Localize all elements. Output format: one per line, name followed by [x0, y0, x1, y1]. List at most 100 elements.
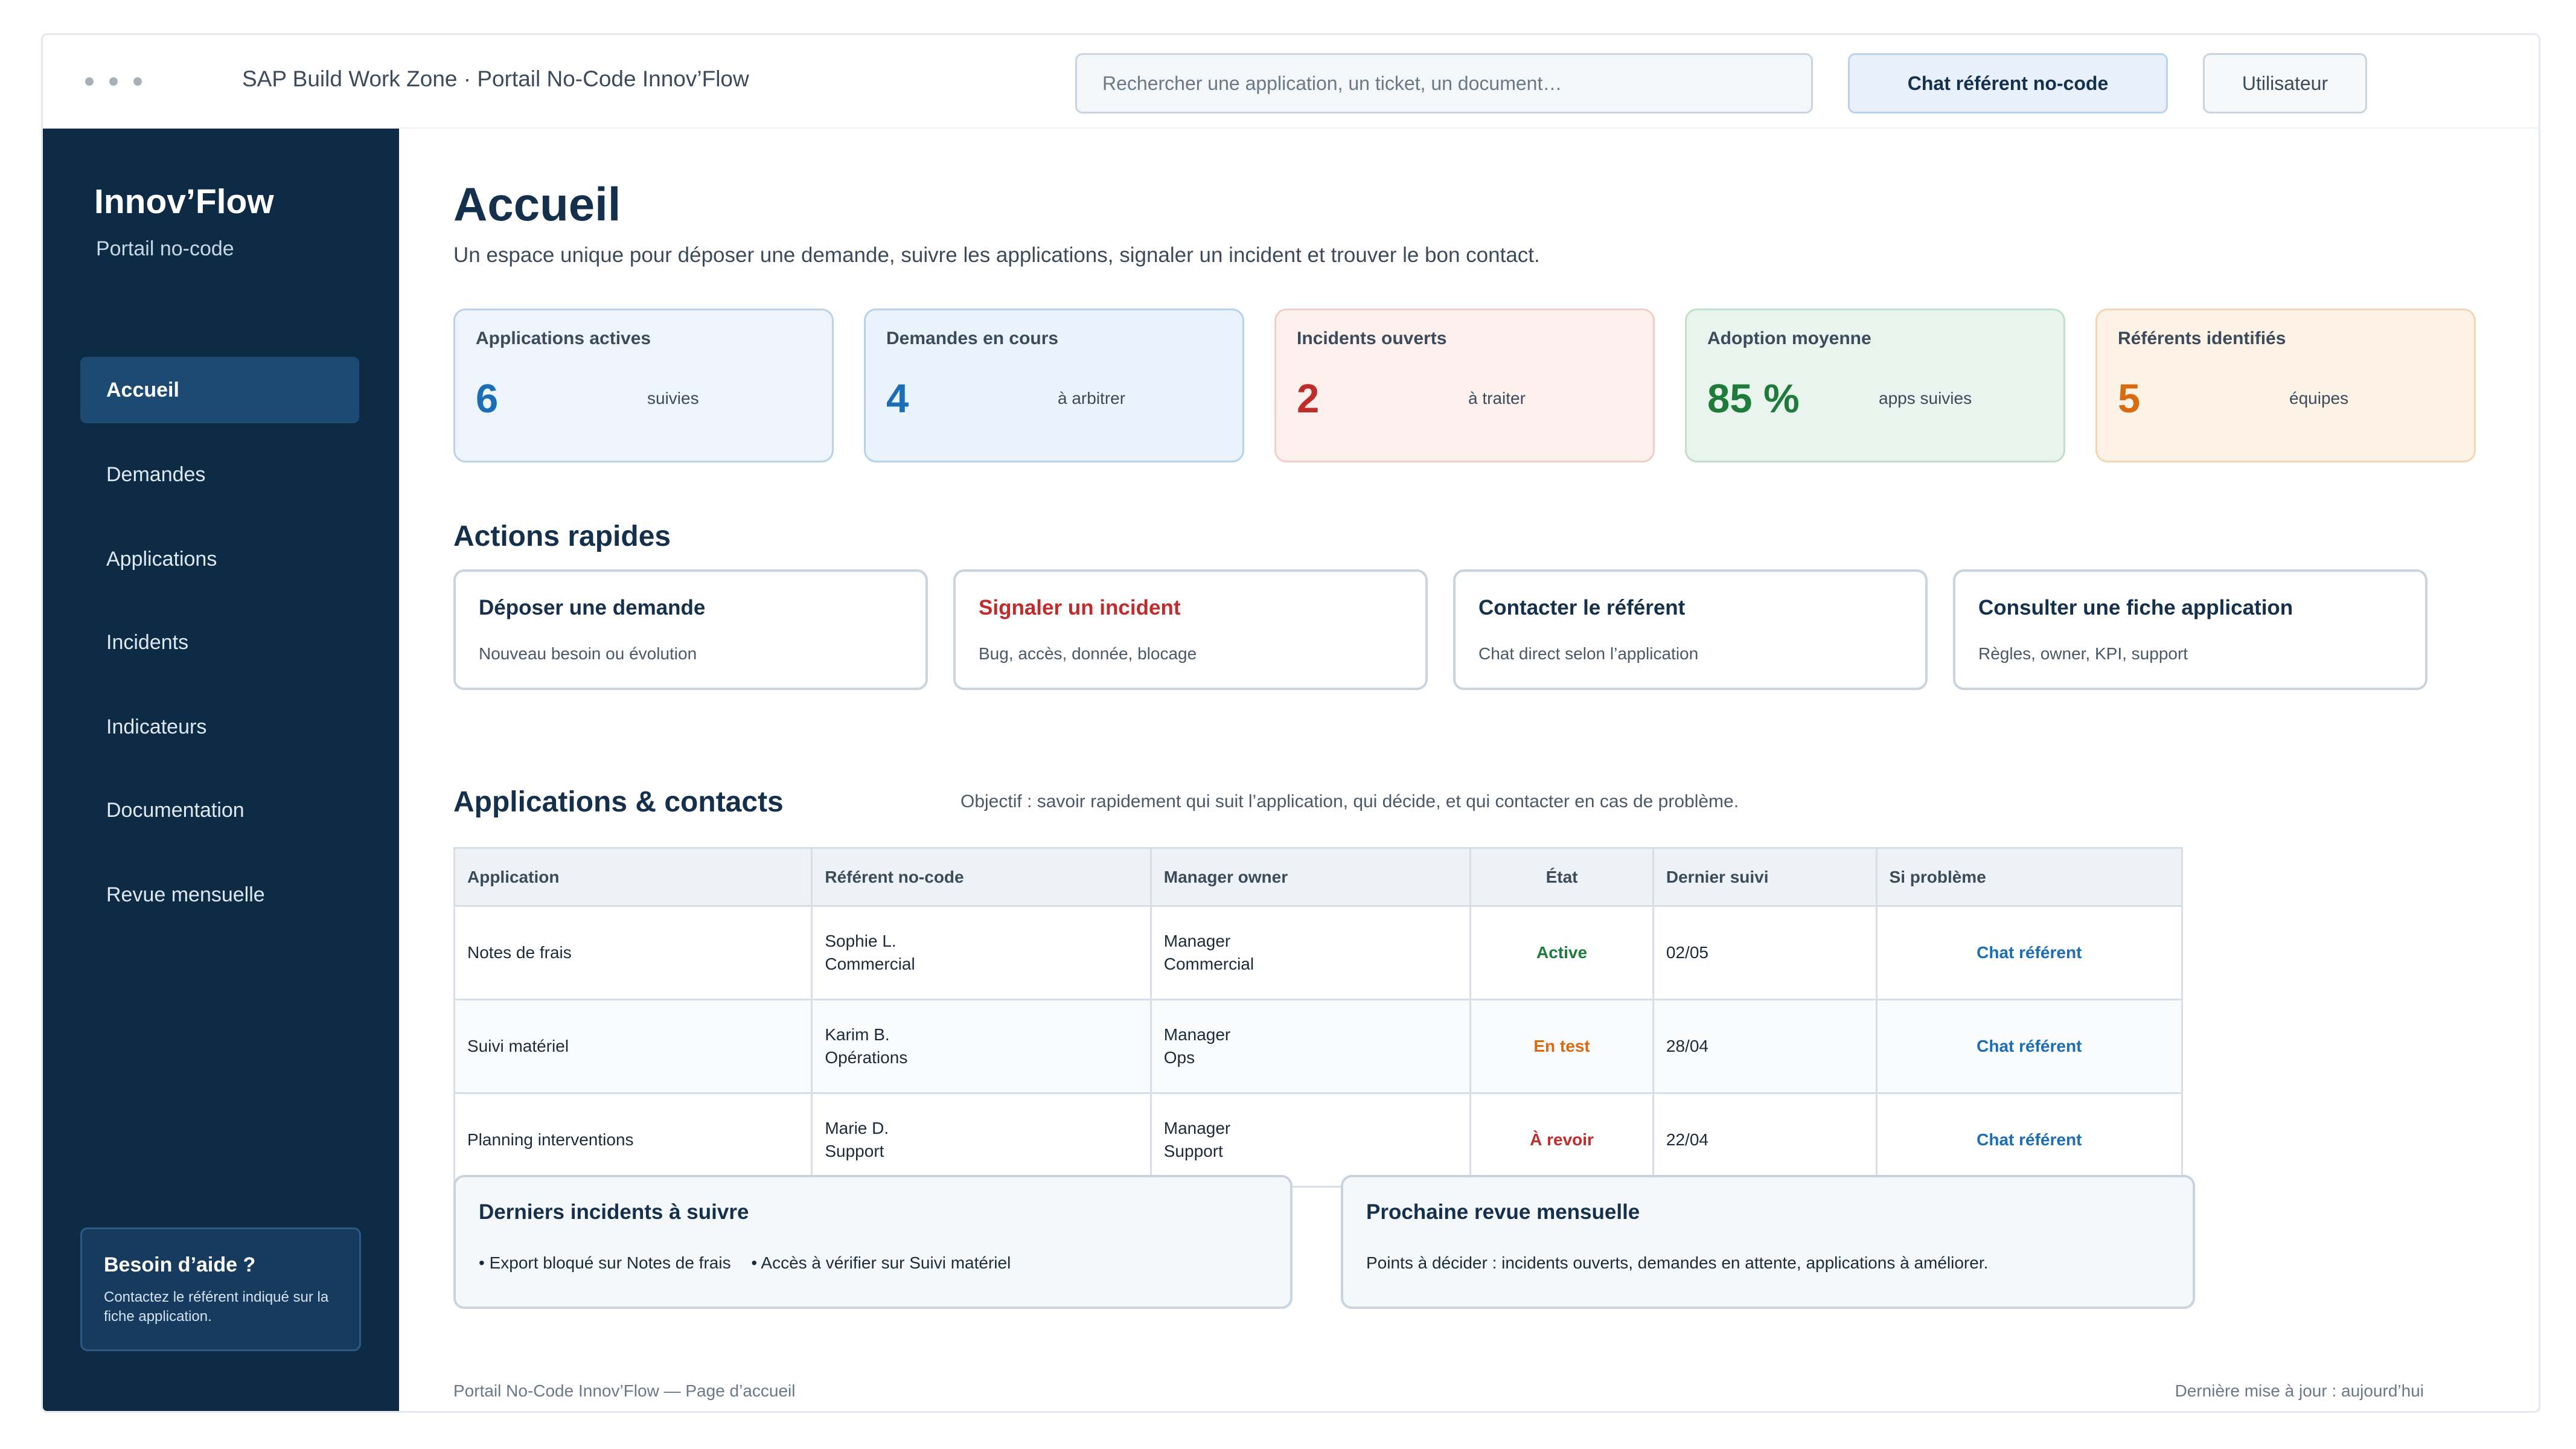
column-header[interactable]: Référent no-code [811, 847, 1152, 907]
action-deposer-demande[interactable]: Déposer une demande Nouveau besoin ou év… [453, 569, 928, 690]
column-header[interactable]: Application [453, 847, 813, 907]
review-card[interactable]: Prochaine revue mensuelle Points à décid… [1341, 1175, 2195, 1309]
dot-icon [133, 77, 142, 86]
incident-item[interactable]: • Accès à vérifier sur Suivi matériel [751, 1253, 1011, 1272]
cell-last-followup: 22/04 [1652, 1092, 1878, 1188]
page-title: Accueil [453, 178, 621, 231]
sidebar-item-demandes[interactable]: Demandes [106, 462, 206, 486]
column-header[interactable]: Si problème [1875, 847, 2184, 907]
action-desc: Chat direct selon l’application [1478, 644, 1699, 663]
kpi-card-adoption[interactable]: Adoption moyenne 85 % apps suivies [1685, 309, 2065, 462]
kpi-card-demandes[interactable]: Demandes en cours 4 à arbitrer [864, 309, 1244, 462]
incidents-card[interactable]: Derniers incidents à suivre • Export blo… [453, 1175, 1293, 1309]
app-title: SAP Build Work Zone · Portail No-Code In… [242, 66, 749, 91]
apps-title: Applications & contacts [453, 786, 784, 818]
incident-item[interactable]: • Export bloqué sur Notes de frais [479, 1253, 731, 1272]
sidebar-item-indicateurs[interactable]: Indicateurs [106, 715, 207, 738]
manager-role: Manager [1163, 1025, 1231, 1044]
search-input[interactable] [1075, 53, 1813, 114]
action-title: Consulter une fiche application [1978, 596, 2293, 619]
manager-team: Commercial [1163, 955, 1254, 973]
action-title: Contacter le référent [1478, 596, 1686, 619]
kpi-value: 85 % [1707, 376, 1800, 421]
action-title: Signaler un incident [979, 596, 1181, 619]
kpi-value: 6 [476, 376, 499, 421]
cell-action: Chat référent [1875, 1092, 2184, 1188]
manager-team: Ops [1163, 1048, 1195, 1067]
incidents-title: Derniers incidents à suivre [479, 1200, 749, 1224]
user-button[interactable]: Utilisateur [2203, 53, 2367, 114]
kpi-label: Référents identifiés [2118, 328, 2286, 348]
kpi-value: 4 [886, 376, 909, 421]
window-controls[interactable] [85, 77, 142, 86]
referent-team: Opérations [825, 1048, 908, 1067]
referent-name: Sophie L. [825, 932, 896, 951]
cell-referent: Sophie L. Commercial [811, 905, 1152, 1000]
kpi-label: Incidents ouverts [1297, 328, 1447, 348]
referent-team: Support [825, 1142, 884, 1160]
help-card[interactable]: Besoin d’aide ? Contactez le référent in… [80, 1227, 361, 1351]
action-title: Déposer une demande [479, 596, 706, 619]
table-header-row: Application Référent no-code Manager own… [453, 847, 2184, 907]
kpi-note: à arbitrer [1058, 389, 1126, 408]
manager-role: Manager [1163, 932, 1231, 951]
column-header[interactable]: État [1469, 847, 1654, 907]
cell-manager: Manager Support [1149, 1092, 1472, 1188]
status-badge: Active [1469, 905, 1654, 1000]
sidebar-item-revue-mensuelle[interactable]: Revue mensuelle [106, 883, 265, 906]
cell-manager: Manager Commercial [1149, 905, 1472, 1000]
cell-last-followup: 02/05 [1652, 905, 1878, 1000]
cell-last-followup: 28/04 [1652, 999, 1878, 1094]
cell-application: Notes de frais [453, 905, 813, 1000]
table-row[interactable]: Suivi matériel Karim B. Opérations Manage… [453, 999, 2184, 1094]
cell-referent: Karim B. Opérations [811, 999, 1152, 1094]
apps-objective: Objectif : savoir rapidement qui suit l’… [960, 792, 1739, 811]
table-row[interactable]: Notes de frais Sophie L. Commercial Manag… [453, 905, 2184, 1000]
manager-role: Manager [1163, 1119, 1231, 1138]
sidebar-item-documentation[interactable]: Documentation [106, 798, 244, 822]
cell-action: Chat référent [1875, 999, 2184, 1094]
footer-left: Portail No-Code Innov’Flow — Page d’accu… [453, 1381, 796, 1400]
brand-name: Innov’Flow [94, 182, 274, 221]
column-header[interactable]: Manager owner [1149, 847, 1472, 907]
kpi-value: 5 [2118, 376, 2141, 421]
kpi-card-applications[interactable]: Applications actives 6 suivies [453, 309, 834, 462]
action-contacter-referent[interactable]: Contacter le référent Chat direct selon … [1453, 569, 1928, 690]
kpi-card-incidents[interactable]: Incidents ouverts 2 à traiter [1274, 309, 1655, 462]
kpi-label: Adoption moyenne [1707, 328, 1871, 348]
cell-application: Planning interventions [453, 1092, 813, 1188]
dot-icon [109, 77, 118, 86]
referent-name: Marie D. [825, 1119, 889, 1138]
referent-team: Commercial [825, 955, 915, 973]
sidebar-item-accueil[interactable]: Accueil [80, 357, 359, 423]
chat-referent-link[interactable]: Chat référent [1977, 1130, 2082, 1150]
table-row[interactable]: Planning interventions Marie D. Support M… [453, 1092, 2184, 1188]
action-desc: Règles, owner, KPI, support [1978, 644, 2188, 663]
chat-referent-button[interactable]: Chat référent no-code [1848, 53, 2168, 114]
apps-table: Application Référent no-code Manager own… [453, 847, 2184, 1188]
chat-referent-link[interactable]: Chat référent [1977, 1037, 2082, 1056]
kpi-label: Demandes en cours [886, 328, 1059, 348]
sidebar-item-applications[interactable]: Applications [106, 547, 217, 571]
review-title: Prochaine revue mensuelle [1366, 1200, 1640, 1224]
kpi-note: apps suivies [1879, 389, 1972, 408]
footer-right: Dernière mise à jour : aujourd’hui [2175, 1381, 2424, 1400]
kpi-value: 2 [1297, 376, 1320, 421]
dot-icon [85, 77, 94, 86]
kpi-note: équipes [2289, 389, 2349, 408]
manager-team: Support [1163, 1142, 1223, 1160]
chat-referent-link[interactable]: Chat référent [1977, 943, 2082, 962]
main-content: Accueil Un espace unique pour déposer un… [399, 129, 2539, 1411]
status-badge: À revoir [1469, 1092, 1654, 1188]
kpi-note: à traiter [1468, 389, 1526, 408]
action-signaler-incident[interactable]: Signaler un incident Bug, accès, donnée,… [953, 569, 1428, 690]
kpi-card-referents[interactable]: Référents identifiés 5 équipes [2095, 309, 2476, 462]
column-header[interactable]: Dernier suivi [1652, 847, 1878, 907]
action-consulter-fiche[interactable]: Consulter une fiche application Règles, … [1953, 569, 2427, 690]
action-desc: Nouveau besoin ou évolution [479, 644, 697, 663]
kpi-label: Applications actives [476, 328, 651, 348]
sidebar-item-incidents[interactable]: Incidents [106, 630, 189, 654]
app-window: SAP Build Work Zone · Portail No-Code In… [41, 33, 2540, 1413]
cell-application: Suivi matériel [453, 999, 813, 1094]
help-text: Contactez le référent indiqué sur la fic… [104, 1289, 329, 1325]
